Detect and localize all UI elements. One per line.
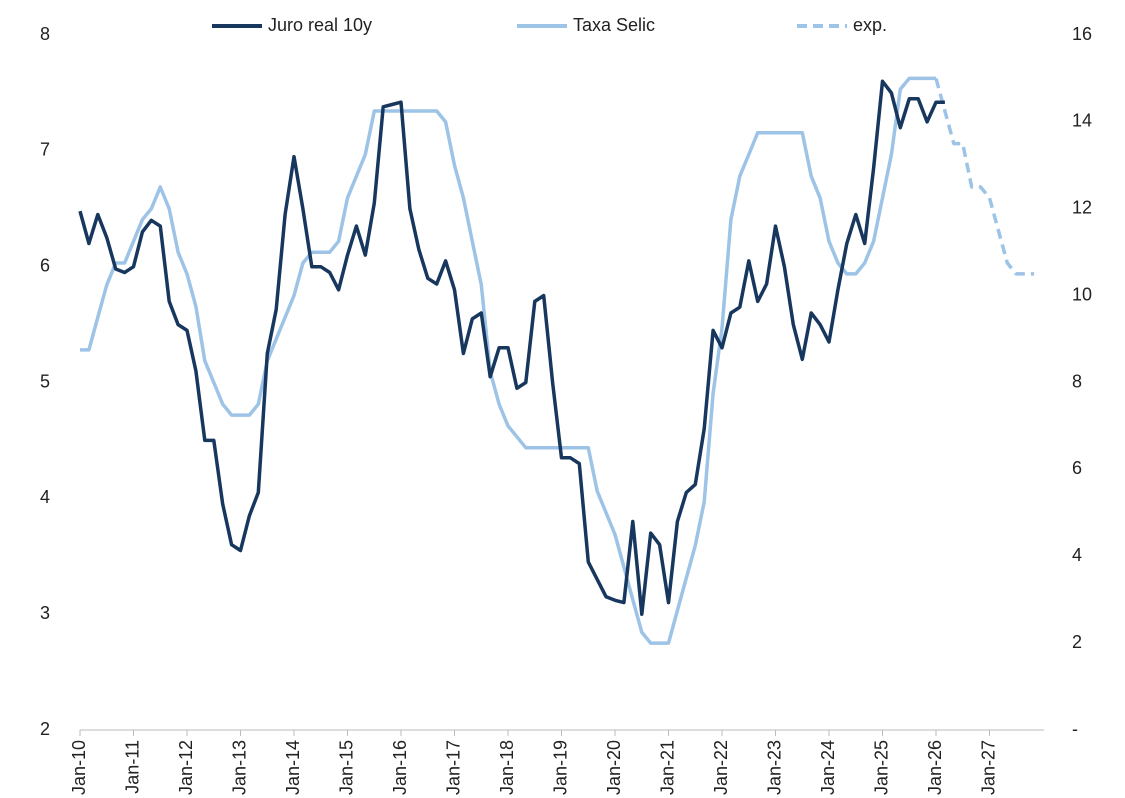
series-line	[934, 77, 1035, 276]
x-tick-label: Jan-14	[283, 740, 303, 795]
y-tick-label: 5	[40, 371, 50, 391]
x-tick-label: Jan-18	[497, 740, 517, 795]
series-line	[78, 79, 945, 616]
series-line	[80, 76, 936, 645]
x-tick-label: Jan-19	[550, 740, 570, 795]
x-tick-label: Jan-23	[764, 740, 784, 795]
x-tick-label: Jan-16	[390, 740, 410, 795]
y-tick-label: 4	[40, 487, 50, 507]
y-tick-label: 6	[40, 255, 50, 275]
x-tick-label: Jan-12	[176, 740, 196, 795]
y2-tick-label: 14	[1072, 111, 1092, 131]
y-tick-label: 7	[40, 140, 50, 160]
y2-tick-label: 12	[1072, 198, 1092, 218]
y2-tick-label: 10	[1072, 284, 1092, 304]
y2-tick-label: 2	[1072, 632, 1082, 652]
x-tick-label: Jan-26	[925, 740, 945, 795]
y-tick-label: 3	[40, 603, 50, 623]
x-tick-label: Jan-13	[229, 740, 249, 795]
y-tick-label: 8	[40, 24, 50, 44]
x-tick-label: Jan-17	[443, 740, 463, 795]
y-tick-label: 2	[40, 719, 50, 739]
x-tick-label: Jan-21	[657, 740, 677, 795]
x-tick-label: Jan-24	[818, 740, 838, 795]
legend-label: Juro real 10y	[268, 15, 372, 35]
x-tick-label: Jan-25	[871, 740, 891, 795]
x-tick-label: Jan-10	[69, 740, 89, 795]
x-tick-label: Jan-15	[336, 740, 356, 795]
y2-tick-label: -	[1072, 719, 1078, 739]
y2-tick-label: 4	[1072, 545, 1082, 565]
x-tick-label: Jan-22	[711, 740, 731, 795]
y2-tick-label: 16	[1072, 24, 1092, 44]
legend-label: exp.	[853, 15, 887, 35]
x-tick-label: Jan-20	[604, 740, 624, 795]
x-tick-label: Jan-11	[122, 740, 142, 794]
x-tick-label: Jan-27	[978, 740, 998, 795]
y2-tick-label: 8	[1072, 371, 1082, 391]
y2-tick-label: 6	[1072, 458, 1082, 478]
legend-label: Taxa Selic	[573, 15, 655, 35]
